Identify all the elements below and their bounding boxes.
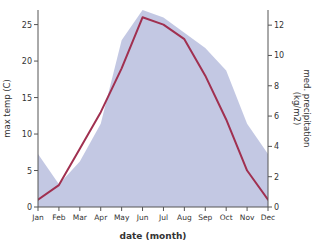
x-tick	[58, 207, 59, 211]
y2-tick	[268, 146, 272, 147]
y2-tick-label: 4	[274, 142, 279, 151]
y-tick	[34, 134, 38, 135]
y2-axis-label-line: med. precipitation	[302, 70, 312, 148]
x-tick-label: Mar	[73, 213, 88, 222]
y-tick	[34, 170, 38, 171]
y2-axis-line	[268, 10, 269, 207]
y2-tick-label: 8	[274, 82, 279, 91]
y-tick	[34, 24, 38, 25]
x-tick	[121, 207, 122, 211]
x-tick	[100, 207, 101, 211]
x-tick-label: Dec	[261, 213, 276, 222]
x-tick-label: Jul	[158, 213, 168, 222]
x-tick-label: Jan	[31, 213, 44, 222]
x-tick	[163, 207, 164, 211]
y-tick-label: 10	[22, 130, 32, 139]
y-tick	[34, 207, 38, 208]
x-axis-label: date (month)	[120, 231, 187, 241]
x-tick	[247, 207, 248, 211]
y2-tick-label: 0	[274, 203, 279, 212]
x-tick-label: Jun	[136, 213, 149, 222]
chart-container: 0 5 10 15 20 25 0 2 4 6 8 10 12 Jan Feb Mar Apr May Jun Jul…	[0, 0, 318, 245]
x-tick-label: Nov	[240, 213, 255, 222]
x-tick-label: Feb	[52, 213, 66, 222]
y2-tick	[268, 176, 272, 177]
y2-axis-label-line: (kg/m2)	[292, 92, 302, 126]
temp-line	[38, 17, 268, 199]
y2-tick	[268, 85, 272, 86]
plot-area	[38, 10, 268, 207]
y-tick-label: 25	[22, 21, 32, 30]
x-tick	[268, 207, 269, 211]
y2-tick	[268, 25, 272, 26]
x-tick	[226, 207, 227, 211]
x-tick	[142, 207, 143, 211]
y2-tick-label: 2	[274, 173, 279, 182]
y-tick	[34, 97, 38, 98]
y2-tick-label: 10	[274, 51, 284, 60]
x-tick	[184, 207, 185, 211]
chart: 0 5 10 15 20 25 0 2 4 6 8 10 12 Jan Feb Mar Apr May Jun Jul…	[0, 0, 318, 245]
y2-tick-label: 12	[274, 21, 284, 30]
y2-tick	[268, 55, 272, 56]
y-tick-label: 20	[22, 57, 32, 66]
x-tick-label: Aug	[177, 213, 192, 222]
y-axis-label: max temp (C)	[2, 79, 12, 138]
y-tick-label: 15	[22, 94, 32, 103]
x-tick	[38, 207, 39, 211]
x-tick	[79, 207, 80, 211]
y-tick-label: 5	[27, 167, 32, 176]
x-tick-label: May	[114, 213, 130, 222]
y2-tick-label: 6	[274, 112, 279, 121]
x-tick-label: Sep	[198, 213, 212, 222]
x-tick	[205, 207, 206, 211]
precip-area	[38, 10, 268, 207]
x-tick-label: Oct	[220, 213, 233, 222]
y-tick-label: 0	[27, 203, 32, 212]
x-tick-label: Apr	[94, 213, 108, 222]
y2-tick	[268, 207, 272, 208]
x-axis-line	[38, 207, 268, 208]
y2-tick	[268, 116, 272, 117]
y2-axis-label: med. precipitation(kg/m2)	[292, 70, 312, 148]
y-tick	[34, 61, 38, 62]
y-axis-line	[38, 10, 39, 207]
